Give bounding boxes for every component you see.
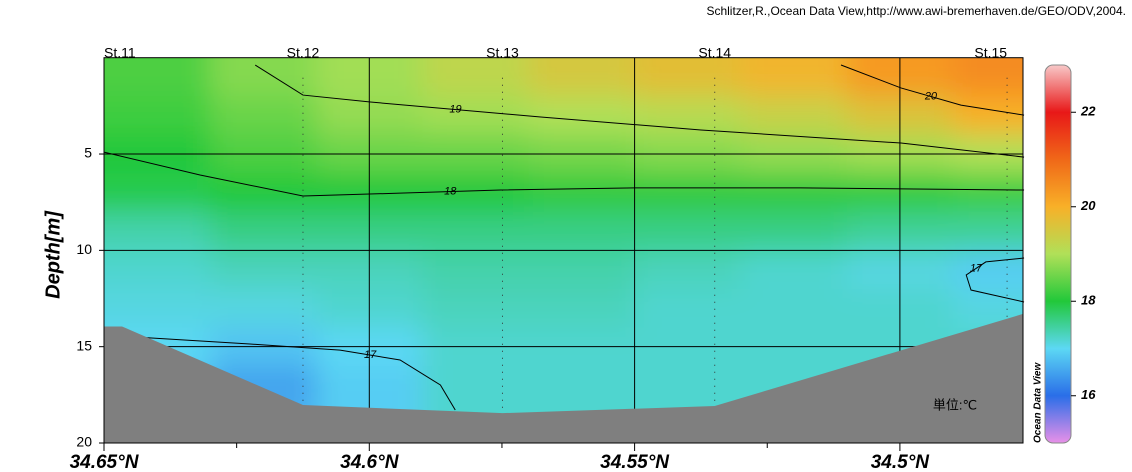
- heat-cell: [634, 57, 742, 98]
- brand: Ocean Data View: [1033, 362, 1044, 443]
- heat-cell: [528, 288, 636, 329]
- contour-label: 20: [924, 90, 938, 102]
- heat-cell: [422, 96, 530, 136]
- seafloor: [104, 313, 1023, 443]
- heat-cell: [210, 57, 318, 98]
- contour-label: 17: [364, 349, 377, 361]
- heat-cell: [104, 57, 212, 98]
- heat-cell: [528, 96, 636, 136]
- y-tick-label: 5: [84, 145, 92, 161]
- heat-cell: [422, 173, 530, 213]
- credit: Schlitzer,R.,Ocean Data View,http://www.…: [706, 4, 1126, 18]
- y-axis-label: Depth[m]: [42, 210, 64, 299]
- contour-line: [840, 64, 1025, 116]
- heat-cell: [740, 211, 848, 252]
- heat-cell: [634, 288, 742, 329]
- heat-cell: [634, 173, 742, 213]
- heat-cell: [528, 173, 636, 213]
- y-tick-label: 15: [76, 337, 92, 353]
- heat-cell: [952, 173, 1023, 213]
- x-tick-label: 34.6°N: [340, 452, 400, 472]
- contour-label: 18: [444, 185, 457, 197]
- heat-cell: [634, 211, 742, 252]
- heat-cell: [104, 250, 212, 290]
- y-tick-label: 20: [76, 434, 92, 450]
- station-label: St.12: [287, 45, 320, 61]
- station-label: St.14: [698, 45, 731, 61]
- heat-cell: [210, 173, 318, 213]
- heat-cell: [422, 365, 530, 406]
- heat-cell: [952, 96, 1023, 136]
- heat-cell: [210, 96, 318, 136]
- contour-label: 17: [970, 262, 983, 274]
- contour-line: [119, 335, 456, 411]
- heat-cell: [952, 250, 1023, 290]
- heat-cell: [740, 250, 848, 290]
- heat-cell: [422, 250, 530, 290]
- colorbar-tick-label: 18: [1081, 293, 1096, 308]
- heat-cell: [740, 96, 848, 136]
- colorbar-tick-label: 20: [1080, 198, 1096, 213]
- heat-cell: [952, 211, 1023, 252]
- overlay: 20 19 18 17 17: [103, 57, 1025, 444]
- heat-cell: [422, 57, 530, 98]
- heat-cell: [422, 211, 530, 252]
- heat-cell: [952, 57, 1023, 98]
- contour-line: [103, 151, 1025, 197]
- heat-cell: [210, 288, 318, 329]
- heat-cell: [104, 96, 212, 136]
- heat-cell: [740, 57, 848, 98]
- station-label: St.15: [974, 45, 1007, 61]
- heat-cell: [740, 173, 848, 213]
- heat-cell: [104, 211, 212, 252]
- x-tick-label: 34.65°N: [70, 452, 140, 472]
- heat-cell: [422, 288, 530, 329]
- heat-cell: [634, 250, 742, 290]
- heat-cell: [210, 250, 318, 290]
- unit-note: 単位:℃: [933, 397, 977, 412]
- contour-line: [965, 257, 1025, 303]
- heat-cell: [528, 211, 636, 252]
- colorbar-tick-label: 22: [1080, 104, 1096, 119]
- heat-cell: [952, 288, 1023, 329]
- station-label: St.11: [104, 45, 136, 61]
- heat-cell: [528, 250, 636, 290]
- contour-label: 19: [449, 103, 461, 115]
- colorbar-tick-label: 16: [1081, 387, 1096, 402]
- station-label: St.13: [486, 45, 519, 61]
- heat-cell: [528, 365, 636, 406]
- heat-cell: [210, 211, 318, 252]
- x-tick-label: 34.5°N: [871, 452, 931, 472]
- heat-cell: [528, 57, 636, 98]
- y-tick-label: 10: [76, 241, 92, 257]
- heat-cell: [634, 96, 742, 136]
- x-tick-label: 34.55°N: [600, 452, 670, 472]
- heat-cell: [740, 288, 848, 329]
- contour-line: [254, 64, 1025, 158]
- colorbar: [1044, 64, 1072, 444]
- heat-cell: [634, 365, 742, 406]
- heat-cell: [104, 173, 212, 213]
- heat-cell: [104, 288, 212, 329]
